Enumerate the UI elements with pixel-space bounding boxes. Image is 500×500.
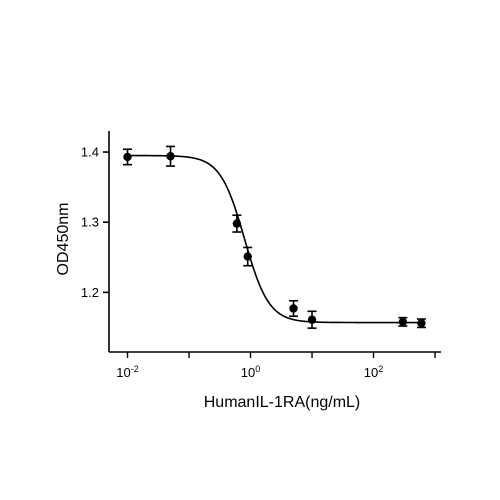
y-axis-title: OD450nm xyxy=(55,203,72,276)
data-marker xyxy=(232,219,242,228)
data-point xyxy=(232,214,242,233)
data-point xyxy=(416,318,426,329)
data-point xyxy=(307,310,317,329)
x-axis-title: HumanIL-1RA(ng/mL) xyxy=(204,394,361,411)
data-marker xyxy=(289,304,298,313)
fit-curve xyxy=(127,154,422,324)
x-axis: 10-2 100 102 xyxy=(109,351,441,380)
data-point xyxy=(166,145,176,167)
y-tick-label: 1.2 xyxy=(81,285,99,300)
data-marker xyxy=(123,152,132,162)
data-point xyxy=(243,246,253,267)
x-tick-label: 100 xyxy=(241,364,260,380)
y-tick-label: 1.4 xyxy=(81,145,99,160)
data-marker xyxy=(417,319,426,328)
x-tick-label: 102 xyxy=(364,364,383,380)
y-axis: 1.2 1.3 1.4 xyxy=(81,131,110,352)
data-point xyxy=(123,148,133,166)
y-tick-label: 1.3 xyxy=(81,215,99,230)
data-marker xyxy=(307,315,317,324)
x-tick-label: 10-2 xyxy=(116,364,138,380)
data-marker xyxy=(398,317,408,327)
data-marker xyxy=(243,252,252,261)
x-ticks: 10-2 100 102 xyxy=(116,352,436,380)
data-points xyxy=(123,145,426,329)
y-ticks: 1.2 1.3 1.4 xyxy=(81,145,109,300)
data-point xyxy=(289,299,299,318)
data-marker xyxy=(166,152,175,161)
data-point xyxy=(398,316,408,327)
